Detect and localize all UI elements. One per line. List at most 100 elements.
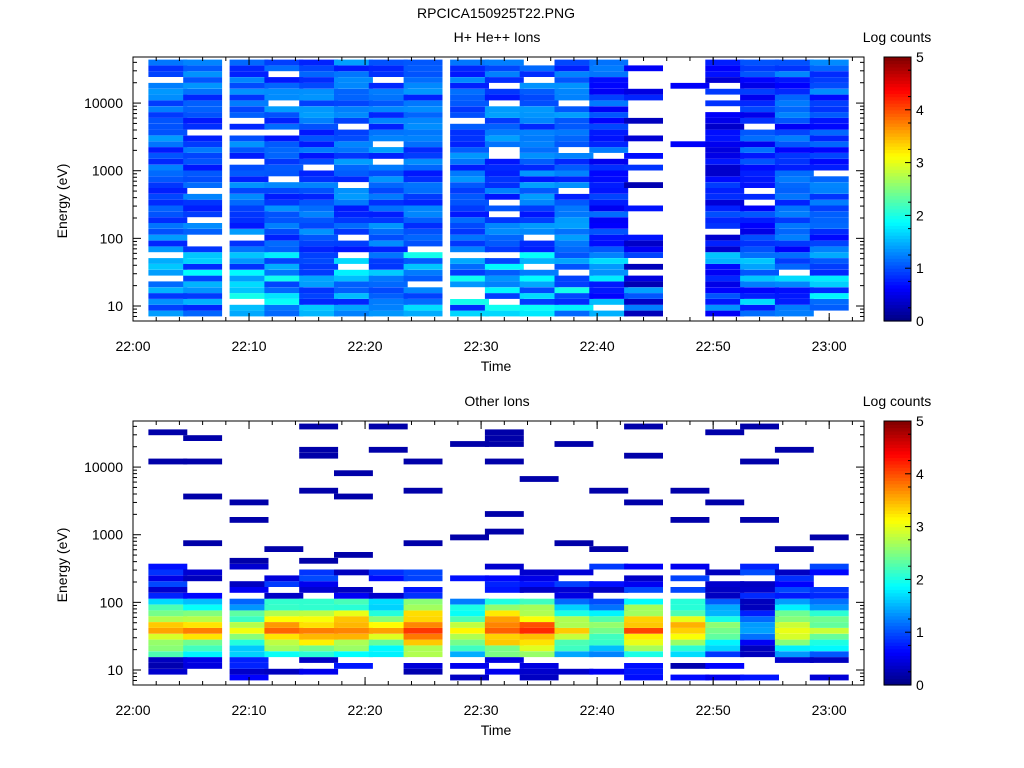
heatmap-cell	[264, 616, 304, 622]
heatmap-cell	[519, 199, 559, 206]
heatmap-cell	[554, 158, 594, 165]
heatmap-cell	[334, 622, 373, 628]
heatmap-cell	[809, 217, 849, 223]
heatmap-cell	[589, 158, 629, 165]
heatmap-cell	[705, 627, 745, 634]
heatmap-cell	[484, 112, 524, 118]
heatmap-cell	[368, 100, 408, 107]
heatmap-cell	[519, 153, 559, 159]
heatmap-cell	[148, 188, 188, 194]
colorbar-segment	[884, 294, 911, 299]
heatmap-cell	[519, 633, 559, 640]
colorbar-segment	[884, 218, 911, 223]
heatmap-cell	[403, 117, 443, 124]
heatmap-cell	[334, 88, 373, 95]
heatmap-cell	[624, 263, 663, 270]
heatmap-cell	[484, 627, 524, 634]
heatmap-cell	[403, 65, 443, 72]
heatmap-cell	[484, 176, 524, 183]
heatmap-cell	[484, 217, 524, 223]
heatmap-cell	[519, 240, 559, 247]
colorbar-segment	[884, 506, 911, 511]
heatmap-cell	[264, 293, 304, 299]
colorbar-segment	[884, 658, 911, 663]
colorbar-segment	[884, 189, 911, 193]
heatmap-cell	[740, 193, 779, 200]
colorbar-segment	[884, 440, 911, 445]
heatmap-cell	[809, 299, 849, 305]
heatmap-cell	[148, 153, 188, 159]
heatmap-cell	[809, 616, 849, 622]
heatmap-cell	[484, 651, 524, 658]
heatmap-cell	[589, 82, 629, 89]
heatmap-cell	[334, 269, 373, 276]
heatmap-cell	[554, 71, 594, 77]
colorbar-segment	[884, 288, 911, 292]
heatmap-cell	[774, 546, 814, 552]
heatmap-cell	[624, 310, 663, 317]
heatmap-cell	[229, 228, 269, 235]
heatmap-cell	[519, 252, 559, 258]
colorbar-segment	[884, 109, 911, 114]
colorbar-segment	[884, 162, 911, 167]
colorbar-segment	[884, 678, 911, 683]
heatmap-cell	[450, 299, 489, 305]
colorbar-segment	[884, 599, 911, 604]
heatmap-cell	[519, 217, 559, 223]
heatmap-cell	[450, 645, 489, 652]
colorbar-segment	[884, 73, 911, 78]
heatmap-cell	[774, 77, 814, 83]
heatmap-cell	[670, 645, 710, 652]
heatmap-cell	[264, 182, 304, 188]
heatmap-cell	[740, 287, 779, 294]
colorbar-segment	[884, 83, 911, 88]
colorbar-segment	[884, 589, 911, 594]
heatmap-cell	[334, 604, 373, 611]
heatmap-cell	[148, 240, 188, 247]
heatmap-cell	[740, 645, 779, 652]
heatmap-cell	[484, 563, 524, 570]
heatmap-cell	[519, 141, 559, 148]
heatmap-cell	[403, 651, 443, 658]
heatmap-cell	[334, 470, 373, 477]
heatmap-cell	[809, 639, 849, 646]
heatmap-cell	[740, 458, 779, 465]
heatmap-cell	[809, 106, 849, 113]
heatmap-cell	[670, 610, 710, 617]
colorbar-segment	[884, 195, 911, 200]
heatmap-cell	[809, 65, 849, 72]
heatmap-cell	[148, 82, 188, 89]
y-tick-label: 10	[107, 662, 123, 678]
heatmap-cell	[450, 228, 489, 235]
heatmap-cell	[484, 441, 524, 447]
heatmap-cell	[774, 188, 814, 194]
colorbar-segment	[884, 231, 911, 236]
heatmap-cell	[183, 657, 223, 663]
heatmap-cell	[368, 604, 408, 611]
heatmap-cell	[705, 674, 745, 681]
colorbar-frame	[883, 420, 912, 686]
heatmap-cell	[624, 616, 663, 622]
colorbar-segment	[884, 60, 911, 65]
heatmap-cell	[589, 668, 629, 675]
heatmap-cell	[368, 228, 408, 235]
x-tick-label: 22:00	[115, 702, 150, 718]
colorbar-segment	[884, 251, 911, 256]
heatmap-cell	[554, 59, 594, 66]
heatmap-cell	[264, 546, 304, 552]
heatmap-cell	[183, 493, 223, 500]
heatmap-cell	[334, 77, 373, 83]
heatmap-cell	[554, 141, 594, 148]
heatmap-cell	[148, 234, 188, 241]
heatmap-cell	[519, 117, 559, 124]
heatmap-cell	[229, 663, 269, 669]
heatmap-cell	[670, 627, 710, 634]
colorbar-segment	[884, 652, 911, 656]
heatmap-cell	[740, 82, 779, 89]
colorbar-segment	[884, 500, 911, 505]
heatmap-cell	[519, 627, 559, 634]
heatmap-cell	[809, 153, 849, 159]
heatmap-cell	[740, 310, 779, 317]
heatmap-cell	[299, 153, 339, 159]
heatmap-cell	[484, 88, 524, 95]
